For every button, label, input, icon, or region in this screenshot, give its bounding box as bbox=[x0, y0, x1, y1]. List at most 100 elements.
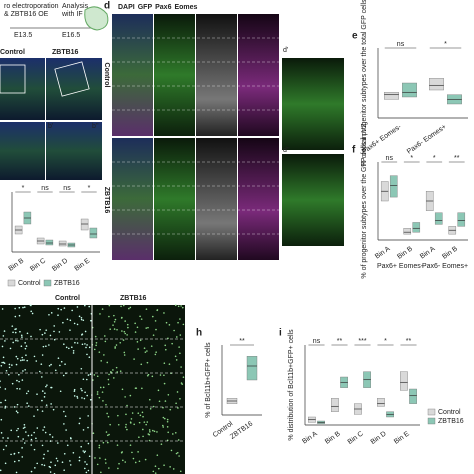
cell bbox=[126, 404, 128, 407]
cell bbox=[80, 387, 82, 390]
box bbox=[400, 371, 408, 391]
cell bbox=[39, 370, 41, 373]
cell bbox=[126, 334, 128, 336]
cell bbox=[98, 446, 101, 449]
cell bbox=[164, 344, 167, 347]
cell bbox=[133, 358, 135, 360]
cell bbox=[160, 443, 163, 445]
cell bbox=[8, 366, 11, 369]
cell bbox=[59, 390, 62, 393]
cell bbox=[86, 394, 89, 397]
cell bbox=[30, 310, 33, 313]
cell bbox=[93, 348, 96, 351]
cell bbox=[41, 410, 44, 412]
image bbox=[46, 58, 102, 120]
cell bbox=[41, 333, 44, 336]
cell bbox=[20, 334, 23, 337]
cell bbox=[53, 330, 55, 333]
cell bbox=[84, 467, 86, 470]
image bbox=[112, 138, 153, 260]
cell bbox=[121, 316, 123, 319]
cell bbox=[106, 412, 108, 415]
cell bbox=[45, 404, 48, 406]
cell bbox=[139, 339, 142, 342]
cell bbox=[113, 377, 115, 379]
cell bbox=[44, 431, 47, 434]
cell bbox=[78, 422, 81, 425]
cell bbox=[115, 344, 118, 346]
cell bbox=[176, 336, 178, 338]
cell bbox=[143, 421, 146, 423]
cell bbox=[47, 450, 49, 452]
cell bbox=[17, 451, 20, 454]
cell bbox=[105, 431, 108, 433]
cell bbox=[108, 373, 110, 376]
cell bbox=[177, 439, 180, 441]
cell bbox=[76, 395, 78, 398]
cell bbox=[14, 307, 16, 310]
label: d bbox=[104, 1, 110, 12]
row-label: Control bbox=[103, 63, 110, 88]
cell bbox=[124, 396, 126, 398]
cell bbox=[80, 445, 82, 448]
cell bbox=[56, 460, 59, 462]
cell bbox=[4, 388, 7, 390]
cell bbox=[71, 346, 73, 348]
cell bbox=[104, 335, 106, 337]
cell bbox=[41, 376, 43, 378]
cell bbox=[18, 306, 21, 309]
cell bbox=[24, 368, 26, 371]
cell bbox=[8, 363, 11, 366]
cell bbox=[134, 461, 137, 464]
cell bbox=[177, 305, 180, 308]
image bbox=[196, 14, 237, 136]
cell bbox=[1, 308, 4, 310]
cell bbox=[41, 399, 43, 402]
cell bbox=[169, 466, 171, 468]
cell bbox=[78, 459, 81, 462]
legend-label: Control bbox=[18, 280, 41, 287]
cell bbox=[26, 402, 28, 405]
cell bbox=[81, 389, 83, 392]
box bbox=[377, 398, 385, 407]
cell bbox=[182, 376, 185, 378]
cell bbox=[116, 444, 119, 446]
cell bbox=[56, 442, 59, 444]
cell bbox=[168, 363, 171, 365]
cell bbox=[104, 340, 107, 343]
image bbox=[238, 138, 279, 260]
cell bbox=[123, 351, 126, 354]
cell bbox=[108, 433, 110, 436]
cell bbox=[146, 421, 149, 423]
cell bbox=[0, 401, 2, 404]
cell bbox=[108, 467, 110, 469]
cell bbox=[43, 396, 46, 398]
cell bbox=[163, 374, 165, 377]
cell bbox=[27, 405, 30, 407]
cell bbox=[72, 451, 75, 454]
cell bbox=[102, 386, 105, 389]
cell bbox=[20, 345, 23, 348]
cell bbox=[57, 357, 60, 359]
cell bbox=[21, 356, 23, 359]
channel-label: GFP bbox=[138, 4, 153, 11]
cell bbox=[5, 369, 8, 372]
cell bbox=[1, 361, 3, 364]
cell bbox=[69, 329, 71, 331]
cell bbox=[162, 406, 164, 409]
cell bbox=[13, 460, 16, 463]
cell bbox=[138, 436, 140, 439]
cell bbox=[0, 386, 1, 389]
cell bbox=[113, 314, 115, 317]
cell bbox=[34, 467, 36, 469]
label: & ZBTB16 OE bbox=[4, 11, 49, 18]
cell bbox=[59, 364, 61, 367]
cell bbox=[83, 397, 86, 400]
cell bbox=[137, 348, 139, 350]
cell bbox=[21, 447, 23, 449]
box bbox=[389, 175, 398, 198]
cell bbox=[51, 436, 54, 438]
cell bbox=[165, 348, 167, 351]
cell bbox=[153, 430, 156, 433]
cell bbox=[126, 428, 128, 431]
